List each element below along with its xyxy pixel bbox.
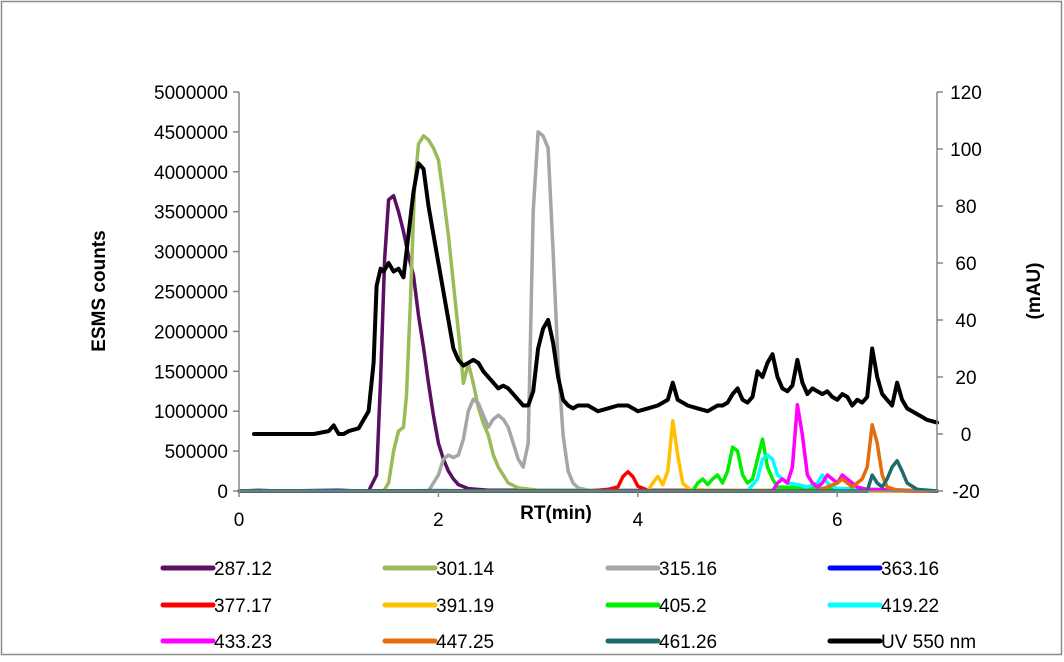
legend-label: 315.16 — [659, 559, 717, 580]
legend-label: UV 550 nm — [881, 632, 976, 653]
legend-label: 419.22 — [881, 596, 939, 617]
legend-label: 363.16 — [881, 559, 939, 580]
legend: 287.12 301.14 315.16 363.16 377.17 391.19 405.… — [160, 559, 976, 653]
right-y-tick-label: 100 — [950, 140, 982, 161]
right-y-tick-label: 60 — [955, 254, 976, 275]
left-y-tick-label: 500000 — [165, 442, 228, 463]
left-y-tick-label: 3000000 — [154, 243, 228, 264]
right-y-tick-label: 0 — [961, 425, 972, 446]
x-tick-label: 2 — [433, 510, 444, 531]
left-y-tick-label: 4500000 — [154, 123, 228, 144]
x-tick-label: 6 — [832, 510, 843, 531]
legend-label: 391.19 — [436, 596, 494, 617]
right-y-tick-label: 120 — [950, 83, 982, 104]
right-y-axis-title: (mAU) — [1024, 263, 1045, 320]
right-y-tick-label: 40 — [955, 311, 976, 332]
plot-area — [237, 130, 939, 493]
series-line-10 — [237, 458, 939, 493]
series-line-1 — [237, 134, 939, 493]
series-line-2 — [237, 130, 939, 493]
left-y-tick-label: 3500000 — [154, 203, 228, 224]
legend-label: 301.14 — [436, 559, 495, 580]
left-y-tick-label: 1000000 — [154, 402, 228, 423]
series-line-11 — [252, 161, 939, 436]
left-y-tick-label: 5000000 — [154, 83, 228, 104]
legend-label: 377.17 — [214, 596, 272, 617]
left-y-tick-label: 2500000 — [154, 283, 228, 304]
right-y-tick-label: -20 — [952, 482, 979, 503]
legend-label: 405.2 — [659, 596, 707, 617]
axes — [233, 91, 943, 497]
right-y-tick-label: 80 — [955, 197, 976, 218]
x-tick-label: 0 — [234, 510, 245, 531]
series-line-0 — [237, 193, 939, 493]
series-line-8 — [237, 403, 939, 493]
series-line-6 — [237, 437, 939, 493]
left-y-tick-label: 4000000 — [154, 163, 228, 184]
left-y-tick-label: 0 — [217, 482, 228, 503]
left-y-tick-label: 1500000 — [154, 362, 228, 383]
right-y-tick-label: 20 — [955, 368, 976, 389]
legend-label: 287.12 — [214, 559, 272, 580]
x-tick-label: 4 — [633, 510, 644, 531]
left-y-axis-title: ESMS counts — [89, 230, 110, 351]
left-y-tick-label: 2000000 — [154, 322, 228, 343]
x-axis-title: RT(min) — [520, 503, 592, 524]
legend-label: 433.23 — [214, 632, 272, 653]
legend-label: 461.26 — [659, 632, 717, 653]
legend-label: 447.25 — [436, 632, 494, 653]
tick-labels: 0 500000 1000000 1500000 2000000 2500000 30000… — [154, 83, 982, 531]
